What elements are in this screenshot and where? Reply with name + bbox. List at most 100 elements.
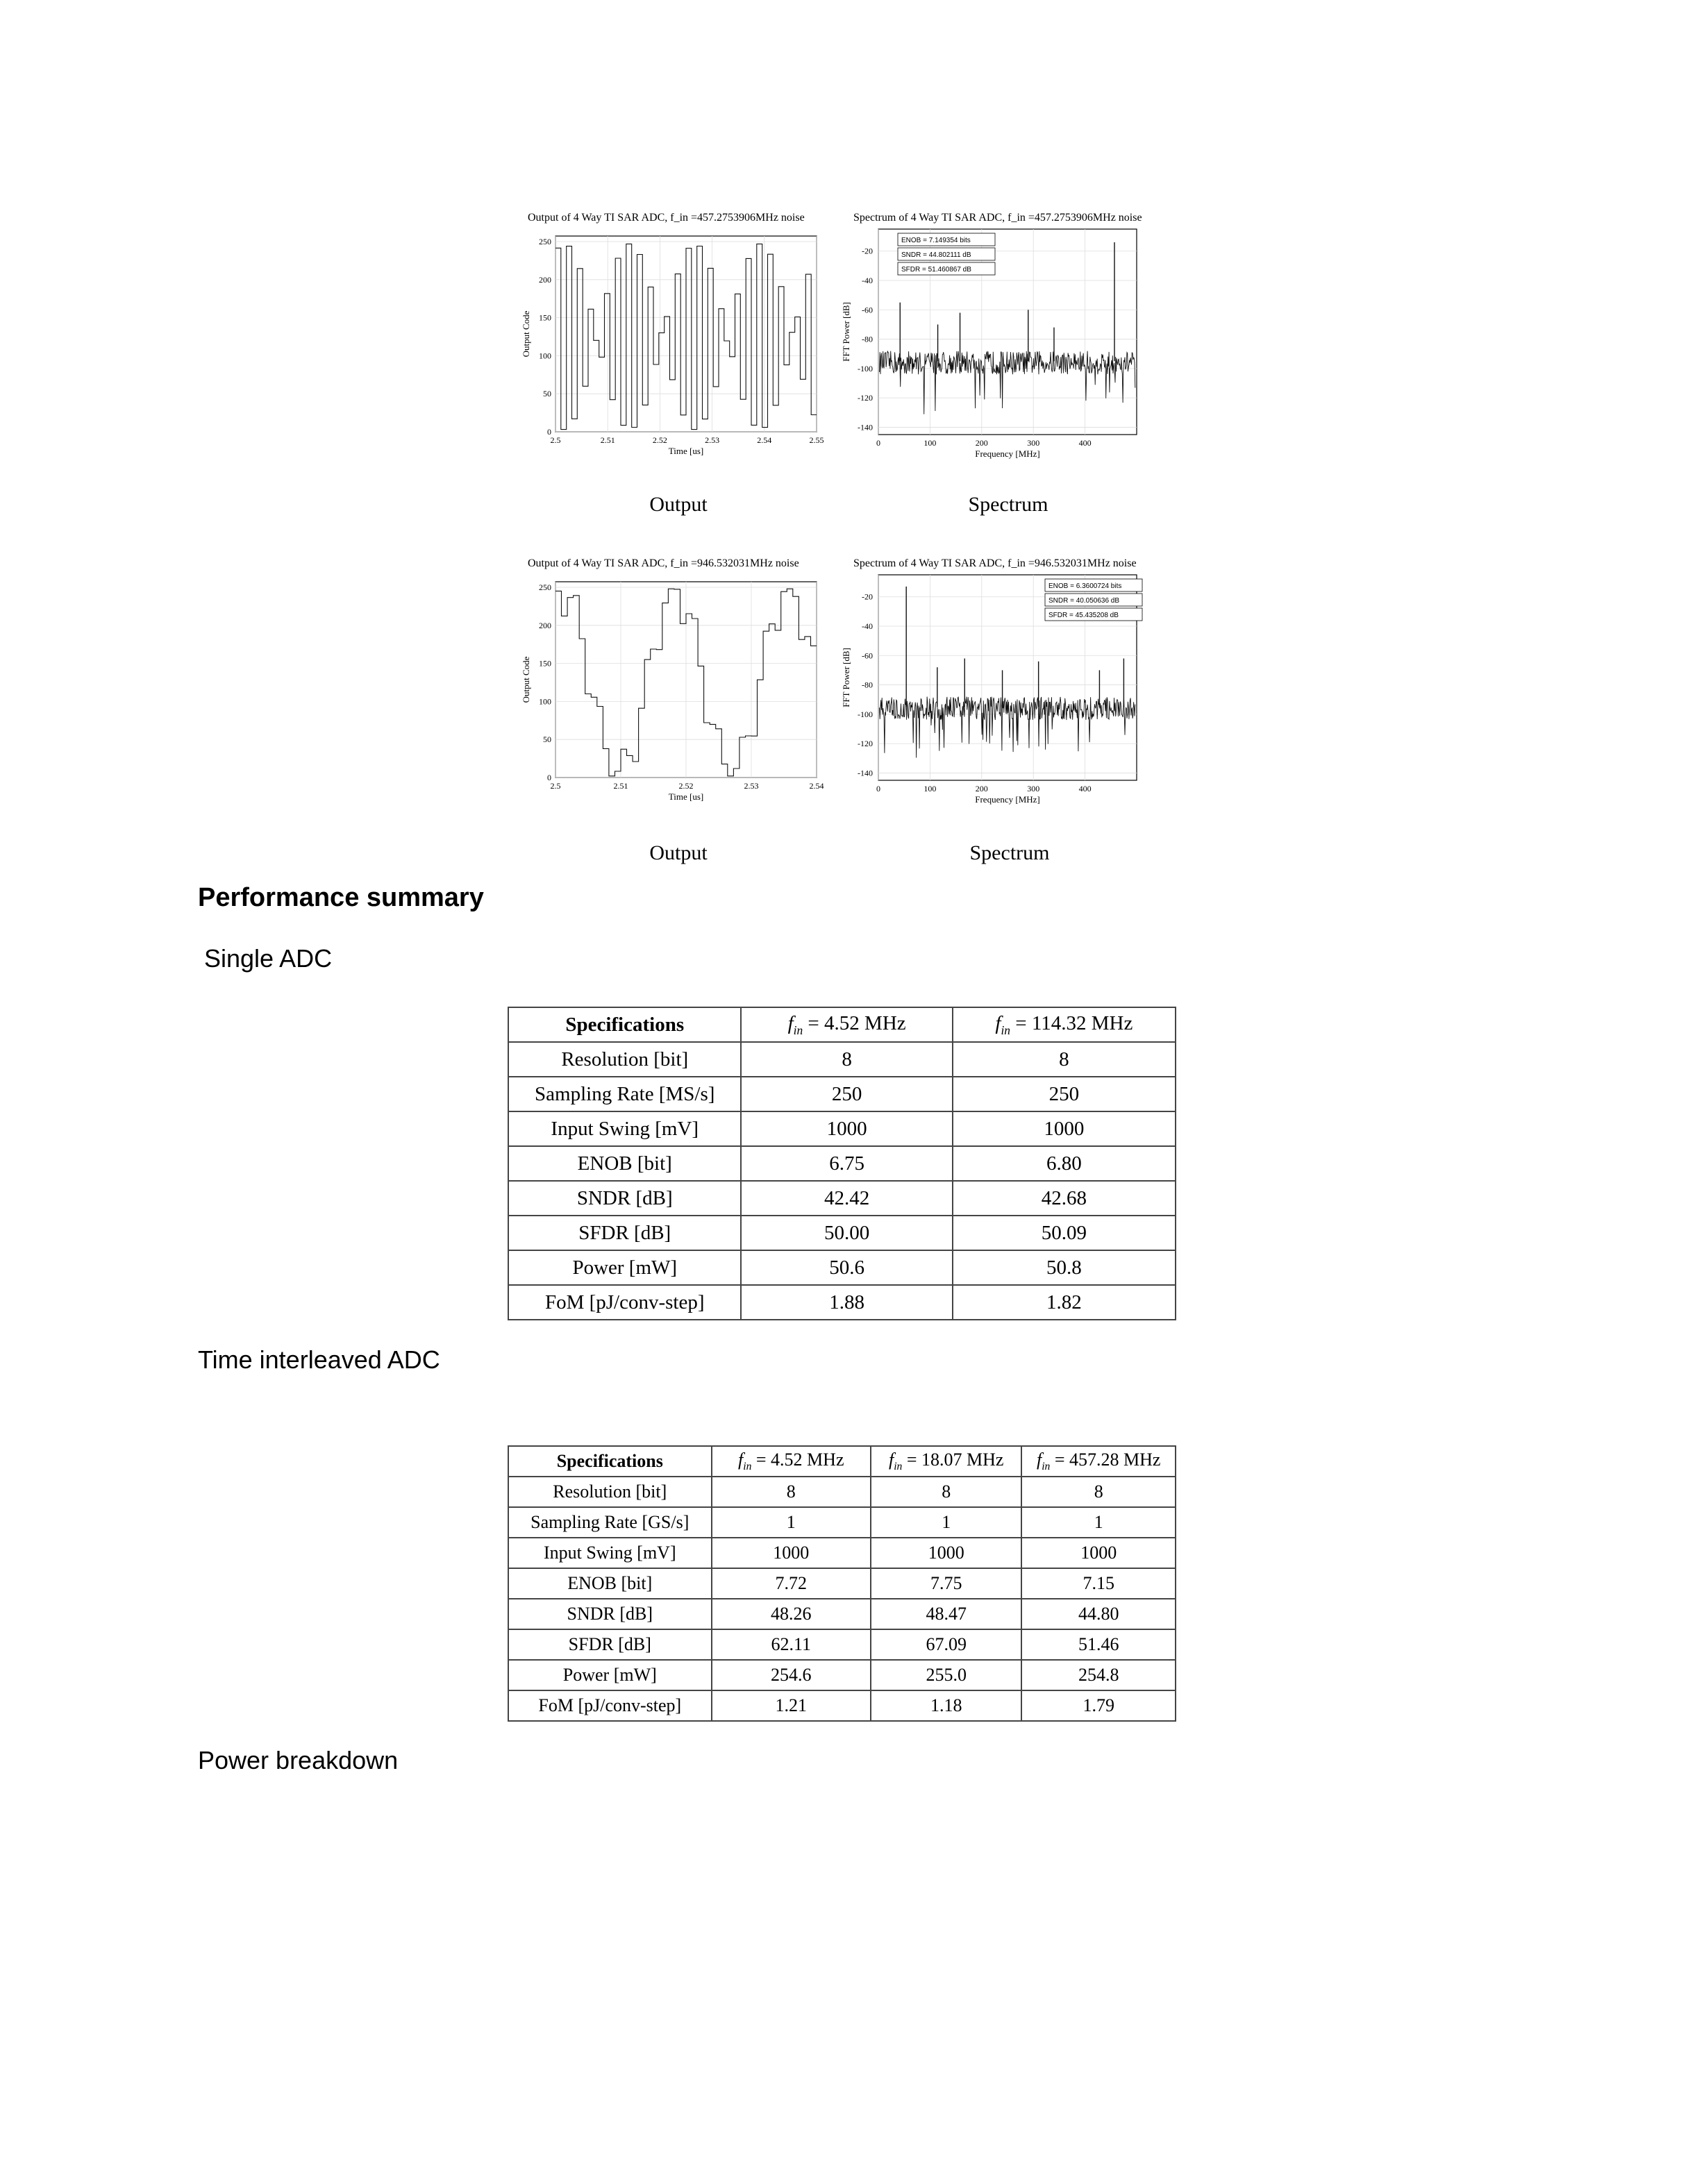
- row-label: Sampling Rate [GS/s]: [508, 1506, 712, 1538]
- legend-box: [1044, 578, 1143, 592]
- cell-value: 1.79: [1021, 1690, 1176, 1722]
- caption-spectrum-2: Spectrum: [969, 841, 1050, 864]
- single-adc-table: Specifications fin = 4.52 MHz fin = 114.…: [507, 1007, 1177, 1320]
- row-label: Input Swing [mV]: [508, 1537, 712, 1569]
- y-tick-label: -100: [858, 709, 873, 719]
- legend-entry: SNDR = 44.802111 dB: [901, 251, 971, 259]
- table-row: Power [mW] 254.6 255.0 254.8: [508, 1659, 1176, 1691]
- row-label: ENOB [bit]: [508, 1568, 712, 1599]
- row-label: SFDR [dB]: [508, 1629, 712, 1661]
- legend-box: [1044, 593, 1143, 607]
- y-tick-label: 100: [539, 351, 551, 360]
- table-row: Resolution [bit] 8 8 8: [508, 1476, 1176, 1508]
- y-axis-label: Output Code: [521, 310, 531, 357]
- cell-value: 1000: [740, 1111, 953, 1147]
- metrics-legend: ENOB = 6.3600724 bits SNDR = 40.050636 dB…: [1044, 578, 1143, 621]
- time-interleaved-adc-heading: Time interleaved ADC: [198, 1345, 440, 1374]
- y-tick-label: -20: [862, 592, 873, 602]
- spectrum-plot-457mhz: Spectrum of 4 Way TI SAR ADC, f_in =457.…: [837, 208, 1177, 472]
- specifications-header: Specifications: [507, 1007, 742, 1043]
- cell-value: 250: [740, 1076, 953, 1112]
- row-label: SNDR [dB]: [507, 1180, 742, 1216]
- row-label: Input Swing [mV]: [507, 1111, 742, 1147]
- fin-header-3: fin = 457.28 MHz: [1021, 1445, 1176, 1477]
- cell-value: 50.00: [740, 1215, 953, 1251]
- row-label: Sampling Rate [MS/s]: [507, 1076, 742, 1112]
- cell-value: 67.09: [869, 1629, 1023, 1661]
- x-axis-label: Frequency [MHz]: [975, 448, 1040, 459]
- cell-value: 42.68: [951, 1180, 1177, 1216]
- spectrum-plot-946mhz: Spectrum of 4 Way TI SAR ADC, f_in =946.…: [837, 554, 1177, 818]
- x-tick-label: 2.54: [810, 781, 824, 791]
- x-tick-label: 2.51: [601, 435, 615, 445]
- cell-value: 1.88: [740, 1284, 953, 1320]
- cell-value: 254.8: [1021, 1659, 1176, 1691]
- cell-value: 50.09: [951, 1215, 1177, 1251]
- y-tick-label: 150: [539, 313, 551, 323]
- table-header-row: Specifications fin = 4.52 MHz fin = 18.0…: [508, 1445, 1176, 1477]
- cell-value: 250: [951, 1076, 1177, 1112]
- y-tick-label: -80: [862, 335, 873, 344]
- fin-value: = 4.52 MHz: [808, 1011, 906, 1034]
- y-tick-label: -140: [858, 768, 873, 778]
- y-axis-label: Output Code: [521, 656, 531, 703]
- cell-value: 48.47: [869, 1598, 1023, 1630]
- x-tick-label: 400: [1079, 438, 1092, 448]
- table-row: SFDR [dB] 62.11 67.09 51.46: [508, 1629, 1176, 1661]
- single-adc-heading: Single ADC: [204, 944, 333, 973]
- fin-header-1: fin = 4.52 MHz: [710, 1445, 871, 1477]
- table-row: Sampling Rate [MS/s] 250 250: [507, 1076, 1177, 1112]
- cell-value: 6.80: [951, 1145, 1177, 1182]
- legend-entry: ENOB = 7.149354 bits: [901, 237, 971, 244]
- cell-value: 1: [710, 1506, 871, 1538]
- cell-value: 50.6: [740, 1250, 953, 1286]
- legend-entry: SFDR = 45.435208 dB: [1048, 612, 1119, 619]
- legend-box: [1044, 607, 1143, 621]
- y-tick-label: -140: [858, 422, 873, 432]
- cell-value: 1.82: [951, 1284, 1177, 1320]
- cell-value: 8: [869, 1476, 1023, 1508]
- y-tick-label: 100: [539, 696, 551, 706]
- row-label: FoM [pJ/conv-step]: [508, 1690, 712, 1722]
- cell-value: 42.42: [740, 1180, 953, 1216]
- y-tick-label: -80: [862, 680, 873, 690]
- fin-header-2: fin = 18.07 MHz: [869, 1445, 1023, 1477]
- output-plot-svg: Output of 4 Way TI SAR ADC, f_in =457.27…: [521, 212, 824, 456]
- y-tick-label: 200: [539, 275, 551, 285]
- y-tick-label: -120: [858, 739, 873, 748]
- output-waveform: [555, 243, 817, 430]
- cell-value: 8: [740, 1041, 953, 1077]
- cell-value: 62.11: [710, 1629, 871, 1661]
- noise-floor: [879, 696, 1136, 758]
- fin-header-1: fin = 4.52 MHz: [740, 1007, 953, 1043]
- output-waveform: [555, 588, 817, 777]
- spectrum-plot-svg: Spectrum of 4 Way TI SAR ADC, f_in =946.…: [841, 557, 1143, 805]
- x-axis-label: Frequency [MHz]: [975, 794, 1040, 805]
- x-axis-label: Time [us]: [669, 791, 703, 802]
- cell-value: 8: [951, 1041, 1177, 1077]
- table-row: Power [mW] 50.6 50.8: [507, 1250, 1177, 1286]
- y-tick-label: 50: [543, 734, 551, 744]
- metrics-legend: ENOB = 7.149354 bits SNDR = 44.802111 dB S…: [897, 233, 996, 276]
- x-tick-label: 200: [976, 784, 988, 793]
- cell-value: 1: [1021, 1506, 1176, 1538]
- x-tick-label: 200: [976, 438, 988, 448]
- x-tick-label: 300: [1027, 784, 1039, 793]
- y-tick-label: -100: [858, 364, 873, 373]
- cell-value: 7.15: [1021, 1568, 1176, 1599]
- y-tick-label: 0: [547, 773, 551, 782]
- table-row: ENOB [bit] 6.75 6.80: [507, 1145, 1177, 1182]
- cell-value: 48.26: [710, 1598, 871, 1630]
- table-row: SNDR [dB] 48.26 48.47 44.80: [508, 1598, 1176, 1630]
- cell-value: 255.0: [869, 1659, 1023, 1691]
- caption-spectrum-1: Spectrum: [968, 493, 1048, 516]
- legend-entry: SFDR = 51.460867 dB: [901, 266, 971, 274]
- legend-entry: SNDR = 40.050636 dB: [1048, 597, 1119, 605]
- cell-value: 1.18: [869, 1690, 1023, 1722]
- x-tick-label: 100: [924, 784, 936, 793]
- cell-value: 8: [710, 1476, 871, 1508]
- table-row: FoM [pJ/conv-step] 1.88 1.82: [507, 1284, 1177, 1320]
- plot-title: Spectrum of 4 Way TI SAR ADC, f_in =457.…: [853, 212, 1142, 224]
- row-label: ENOB [bit]: [507, 1145, 742, 1182]
- fin-value: = 457.28 MHz: [1054, 1449, 1161, 1470]
